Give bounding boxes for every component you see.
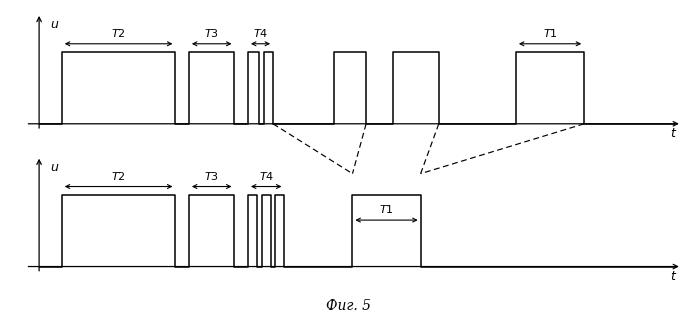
Text: $t$: $t$ (670, 127, 678, 140)
Text: $u$: $u$ (50, 161, 60, 174)
Text: $T2$: $T2$ (111, 27, 126, 40)
Text: $T1$: $T1$ (379, 203, 394, 215)
Text: $T3$: $T3$ (205, 170, 219, 182)
Text: $T2$: $T2$ (111, 170, 126, 182)
Text: $u$: $u$ (50, 18, 60, 31)
Text: Фиг. 5: Фиг. 5 (327, 299, 371, 313)
Text: $t$: $t$ (670, 270, 678, 283)
Text: $T4$: $T4$ (258, 170, 274, 182)
Text: $T1$: $T1$ (542, 27, 558, 40)
Text: $T3$: $T3$ (205, 27, 219, 40)
Text: $T4$: $T4$ (253, 27, 268, 40)
